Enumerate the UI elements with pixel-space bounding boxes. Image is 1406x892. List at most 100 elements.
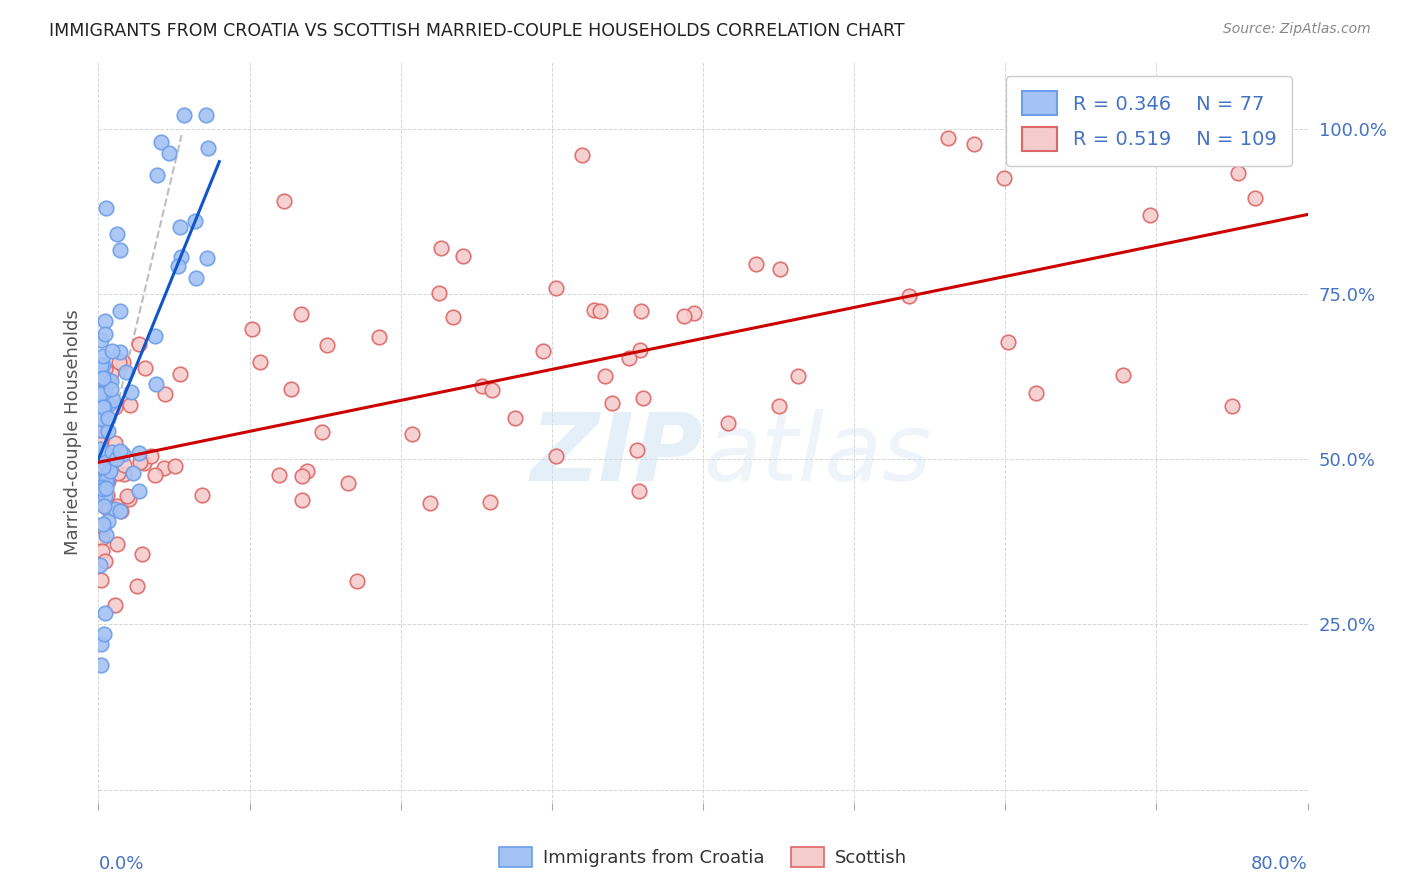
Point	[503, 410, 526, 425]
Point	[105, 227, 128, 242]
Text: Source: ZipAtlas.com: Source: ZipAtlas.com	[1223, 22, 1371, 37]
Point	[1139, 208, 1161, 222]
Point	[91, 358, 114, 372]
Point	[673, 310, 696, 324]
Point	[91, 411, 114, 425]
Point	[1226, 165, 1249, 179]
Point	[165, 458, 187, 473]
Point	[190, 488, 212, 502]
Point	[600, 396, 623, 410]
Point	[419, 496, 441, 510]
Point	[745, 257, 768, 271]
Point	[628, 343, 651, 357]
Point	[93, 499, 115, 513]
Legend: R = 0.346    N = 77, R = 0.519    N = 109: R = 0.346 N = 77, R = 0.519 N = 109	[1007, 76, 1292, 166]
Point	[626, 443, 648, 458]
Point	[94, 474, 117, 488]
Point	[96, 410, 118, 425]
Point	[1024, 386, 1046, 401]
Point	[936, 130, 959, 145]
Point	[89, 442, 111, 456]
Point	[100, 382, 122, 396]
Point	[150, 135, 173, 149]
Point	[1220, 399, 1243, 413]
Point	[153, 460, 176, 475]
Point	[311, 425, 333, 439]
Point	[91, 386, 114, 401]
Point	[90, 573, 112, 587]
Point	[90, 531, 112, 545]
Point	[111, 447, 134, 461]
Point	[100, 344, 122, 359]
Point	[267, 467, 290, 482]
Point	[93, 396, 115, 410]
Point	[93, 382, 115, 396]
Point	[544, 280, 567, 294]
Point	[290, 307, 312, 321]
Point	[589, 304, 612, 318]
Point	[90, 358, 112, 372]
Point	[112, 458, 135, 472]
Point	[110, 504, 132, 518]
Point	[90, 637, 112, 651]
Point	[94, 481, 117, 495]
Point	[451, 249, 474, 263]
Point	[93, 401, 115, 415]
Point	[481, 383, 503, 397]
Point	[963, 136, 986, 151]
Point	[471, 379, 494, 393]
Point	[94, 361, 117, 376]
Point	[97, 424, 120, 438]
Point	[94, 326, 117, 341]
Point	[89, 472, 111, 486]
Point	[104, 451, 127, 466]
Point	[631, 391, 654, 405]
Point	[146, 168, 169, 182]
Point	[128, 446, 150, 460]
Point	[582, 303, 605, 318]
Point	[430, 241, 453, 255]
Point	[93, 400, 115, 414]
Point	[100, 374, 122, 388]
Point	[91, 460, 114, 475]
Point	[96, 474, 118, 488]
Point	[316, 338, 339, 352]
Point	[1112, 368, 1135, 383]
Point	[107, 500, 129, 514]
Point	[103, 393, 125, 408]
Point	[104, 435, 127, 450]
Point	[129, 455, 152, 469]
Point	[127, 579, 149, 593]
Point	[107, 467, 129, 481]
Point	[100, 445, 122, 459]
Legend: Immigrants from Croatia, Scottish: Immigrants from Croatia, Scottish	[492, 839, 914, 874]
Point	[90, 480, 112, 494]
Point	[89, 432, 111, 446]
Point	[141, 449, 163, 463]
Point	[479, 495, 502, 509]
Point	[769, 262, 792, 277]
Text: 0.0%: 0.0%	[98, 855, 143, 872]
Point	[167, 260, 190, 274]
Point	[427, 285, 450, 300]
Point	[104, 599, 127, 613]
Point	[627, 484, 650, 499]
Point	[155, 387, 177, 401]
Point	[128, 483, 150, 498]
Point	[336, 475, 359, 490]
Point	[571, 148, 593, 162]
Point	[110, 304, 132, 318]
Point	[169, 367, 191, 381]
Point	[98, 500, 121, 515]
Point	[768, 399, 790, 413]
Point	[104, 400, 127, 414]
Point	[197, 141, 219, 155]
Point	[93, 516, 115, 531]
Point	[98, 454, 121, 468]
Point	[105, 537, 128, 551]
Point	[96, 458, 118, 473]
Point	[90, 474, 112, 488]
Point	[91, 350, 114, 364]
Point	[89, 400, 111, 414]
Point	[619, 351, 641, 366]
